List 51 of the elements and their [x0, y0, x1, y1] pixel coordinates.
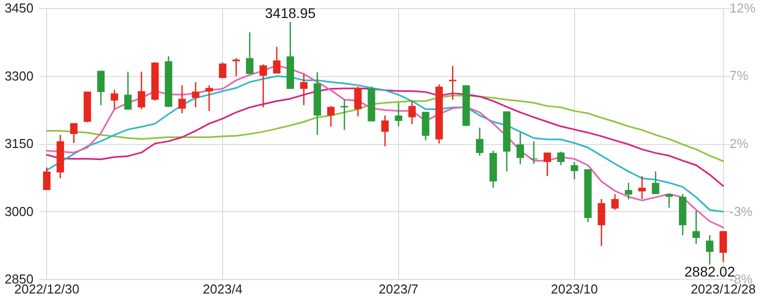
candlestick	[178, 84, 186, 114]
candlestick	[624, 182, 632, 200]
candlestick	[354, 86, 362, 118]
candlestick	[327, 105, 335, 128]
candlestick	[394, 102, 402, 127]
candlestick	[218, 62, 226, 79]
line-series	[46, 75, 724, 212]
y-tick-label: 3000	[4, 204, 34, 219]
candlestick	[97, 70, 105, 106]
candlestick	[530, 140, 538, 164]
y-tick-label: 3450	[4, 0, 34, 16]
candlestick	[652, 170, 660, 195]
candlestick	[720, 230, 727, 262]
x-tick-label: 2023/4	[202, 282, 243, 296]
candlestick	[665, 193, 673, 208]
candlestick	[340, 99, 348, 131]
candlestick	[706, 234, 714, 266]
x-tick-label: 2023/7	[378, 282, 418, 296]
candlestick	[570, 161, 578, 180]
y2-tick-label: 12%	[730, 0, 756, 16]
y2-tick-label: 2%	[730, 136, 749, 151]
candlestick	[43, 166, 50, 191]
candlestick	[516, 132, 524, 165]
candlestick	[611, 193, 619, 211]
y2-tick-label: -3%	[730, 204, 754, 219]
candlestick	[300, 73, 308, 106]
y2-tick-label: 7%	[730, 68, 749, 84]
x-tick-label: 2023/10	[550, 282, 598, 296]
candlestick	[638, 175, 646, 200]
candlestick	[381, 114, 389, 147]
candlestick	[476, 127, 484, 156]
candlestick	[598, 198, 606, 247]
candlestick	[544, 152, 552, 177]
candlestick	[408, 100, 416, 125]
line-series	[46, 88, 724, 187]
candlestick	[422, 111, 430, 141]
candlestick	[124, 71, 132, 110]
candlestick	[273, 46, 280, 74]
y-tick-label: 3300	[4, 68, 34, 84]
candlestick	[138, 71, 146, 110]
candlestick	[557, 150, 565, 166]
y-tick-label: 3150	[4, 136, 34, 151]
annotation: 3418.95	[264, 5, 316, 22]
candlestick	[110, 89, 118, 110]
candlestick	[232, 57, 240, 77]
candlestick	[70, 122, 78, 144]
candlestick	[205, 84, 213, 112]
candlestick	[246, 32, 254, 75]
candlestick	[692, 210, 700, 244]
candlestick	[260, 64, 267, 108]
candlestick	[192, 81, 200, 108]
